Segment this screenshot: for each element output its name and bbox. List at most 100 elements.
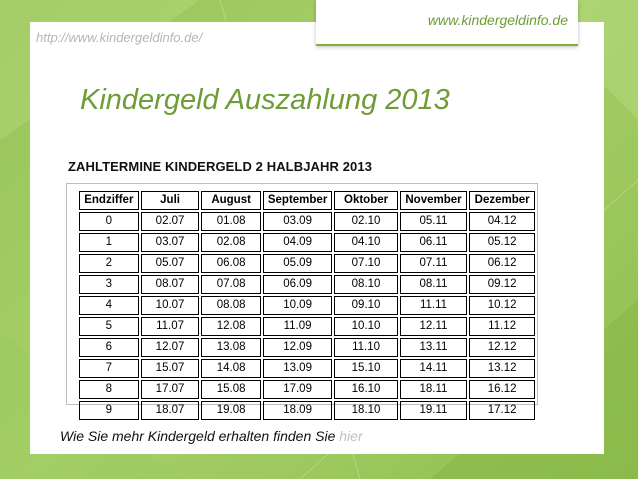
date-cell: 06.11 xyxy=(399,233,468,252)
date-cell: 18.07 xyxy=(140,401,200,420)
date-cell: 11.10 xyxy=(334,338,398,357)
date-cell: 11.09 xyxy=(262,317,333,336)
date-cell: 10.12 xyxy=(469,296,535,315)
date-cell: 01.08 xyxy=(201,212,261,231)
date-cell: 17.12 xyxy=(469,401,535,420)
endziffer-cell: 5 xyxy=(79,317,139,336)
date-cell: 03.09 xyxy=(262,212,333,231)
table-row: 1 03.07 02.08 04.09 04.10 06.11 05.12 xyxy=(79,233,535,252)
column-header: November xyxy=(399,191,468,210)
date-cell: 18.09 xyxy=(262,401,333,420)
footer-link[interactable]: hier xyxy=(339,428,363,444)
date-cell: 16.12 xyxy=(469,380,535,399)
table-header-row: Endziffer Juli August September Oktober … xyxy=(79,191,535,210)
date-cell: 17.09 xyxy=(262,380,333,399)
date-cell: 12.09 xyxy=(262,338,333,357)
date-cell: 10.10 xyxy=(334,317,398,336)
column-header: August xyxy=(201,191,261,210)
date-cell: 04.10 xyxy=(334,233,398,252)
date-cell: 06.08 xyxy=(201,254,261,273)
date-cell: 13.12 xyxy=(469,359,535,378)
date-cell: 15.08 xyxy=(201,380,261,399)
url-header-right: www.kindergeldinfo.de xyxy=(427,12,568,28)
date-cell: 13.09 xyxy=(262,359,333,378)
table-heading: ZAHLTERMINE KINDERGELD 2 HALBJAHR 2013 xyxy=(68,159,373,174)
date-cell: 19.08 xyxy=(201,401,261,420)
date-cell: 05.11 xyxy=(399,212,468,231)
date-cell: 03.07 xyxy=(140,233,200,252)
date-cell: 11.12 xyxy=(469,317,535,336)
table-row: 7 15.07 14.08 13.09 15.10 14.11 13.12 xyxy=(79,359,535,378)
date-cell: 14.08 xyxy=(201,359,261,378)
table-row: 4 10.07 08.08 10.09 09.10 11.11 10.12 xyxy=(79,296,535,315)
date-cell: 09.12 xyxy=(469,275,535,294)
slide-title: Kindergeld Auszahlung 2013 xyxy=(80,84,450,116)
table-row: 2 05.07 06.08 05.09 07.10 07.11 06.12 xyxy=(79,254,535,273)
date-cell: 16.10 xyxy=(334,380,398,399)
date-cell: 07.10 xyxy=(334,254,398,273)
date-cell: 04.09 xyxy=(262,233,333,252)
endziffer-cell: 1 xyxy=(79,233,139,252)
table-row: 3 08.07 07.08 06.09 08.10 08.11 09.12 xyxy=(79,275,535,294)
payment-dates-table: Endziffer Juli August September Oktober … xyxy=(77,189,537,422)
url-watermark-left: http://www.kindergeldinfo.de/ xyxy=(36,30,203,45)
date-cell: 17.07 xyxy=(140,380,200,399)
table-body: 0 02.07 01.08 03.09 02.10 05.11 04.12 1 03.07 02.… xyxy=(79,212,535,420)
date-cell: 15.10 xyxy=(334,359,398,378)
endziffer-cell: 7 xyxy=(79,359,139,378)
date-cell: 07.11 xyxy=(399,254,468,273)
endziffer-cell: 3 xyxy=(79,275,139,294)
date-cell: 12.07 xyxy=(140,338,200,357)
endziffer-cell: 2 xyxy=(79,254,139,273)
table-row: 8 17.07 15.08 17.09 16.10 18.11 16.12 xyxy=(79,380,535,399)
date-cell: 06.12 xyxy=(469,254,535,273)
footer-text: Wie Sie mehr Kindergeld erhalten finden … xyxy=(60,428,363,444)
date-cell: 08.10 xyxy=(334,275,398,294)
table-row: 9 18.07 19.08 18.09 18.10 19.11 17.12 xyxy=(79,401,535,420)
column-header: Dezember xyxy=(469,191,535,210)
date-cell: 19.11 xyxy=(399,401,468,420)
header-tab: www.kindergeldinfo.de xyxy=(316,0,578,46)
date-cell: 12.12 xyxy=(469,338,535,357)
date-cell: 02.08 xyxy=(201,233,261,252)
date-cell: 12.11 xyxy=(399,317,468,336)
date-cell: 09.10 xyxy=(334,296,398,315)
endziffer-cell: 4 xyxy=(79,296,139,315)
endziffer-cell: 9 xyxy=(79,401,139,420)
table-row: 6 12.07 13.08 12.09 11.10 13.11 12.12 xyxy=(79,338,535,357)
date-cell: 05.09 xyxy=(262,254,333,273)
date-cell: 08.07 xyxy=(140,275,200,294)
table-frame: Endziffer Juli August September Oktober … xyxy=(66,183,538,420)
date-cell: 12.08 xyxy=(201,317,261,336)
date-cell: 07.08 xyxy=(201,275,261,294)
date-cell: 10.07 xyxy=(140,296,200,315)
date-cell: 02.10 xyxy=(334,212,398,231)
date-cell: 13.08 xyxy=(201,338,261,357)
date-cell: 18.11 xyxy=(399,380,468,399)
table-row: 5 11.07 12.08 11.09 10.10 12.11 11.12 xyxy=(79,317,535,336)
endziffer-cell: 6 xyxy=(79,338,139,357)
date-cell: 08.11 xyxy=(399,275,468,294)
date-cell: 10.09 xyxy=(262,296,333,315)
column-header: September xyxy=(262,191,333,210)
column-header: Oktober xyxy=(334,191,398,210)
date-cell: 14.11 xyxy=(399,359,468,378)
date-cell: 18.10 xyxy=(334,401,398,420)
column-header: Endziffer xyxy=(79,191,139,210)
date-cell: 15.07 xyxy=(140,359,200,378)
date-cell: 05.07 xyxy=(140,254,200,273)
date-cell: 02.07 xyxy=(140,212,200,231)
table-row: 0 02.07 01.08 03.09 02.10 05.11 04.12 xyxy=(79,212,535,231)
date-cell: 08.08 xyxy=(201,296,261,315)
date-cell: 06.09 xyxy=(262,275,333,294)
date-cell: 11.11 xyxy=(399,296,468,315)
endziffer-cell: 0 xyxy=(79,212,139,231)
date-cell: 11.07 xyxy=(140,317,200,336)
date-cell: 13.11 xyxy=(399,338,468,357)
column-header: Juli xyxy=(140,191,200,210)
date-cell: 04.12 xyxy=(469,212,535,231)
footer-label: Wie Sie mehr Kindergeld erhalten finden … xyxy=(60,428,340,444)
endziffer-cell: 8 xyxy=(79,380,139,399)
date-cell: 05.12 xyxy=(469,233,535,252)
